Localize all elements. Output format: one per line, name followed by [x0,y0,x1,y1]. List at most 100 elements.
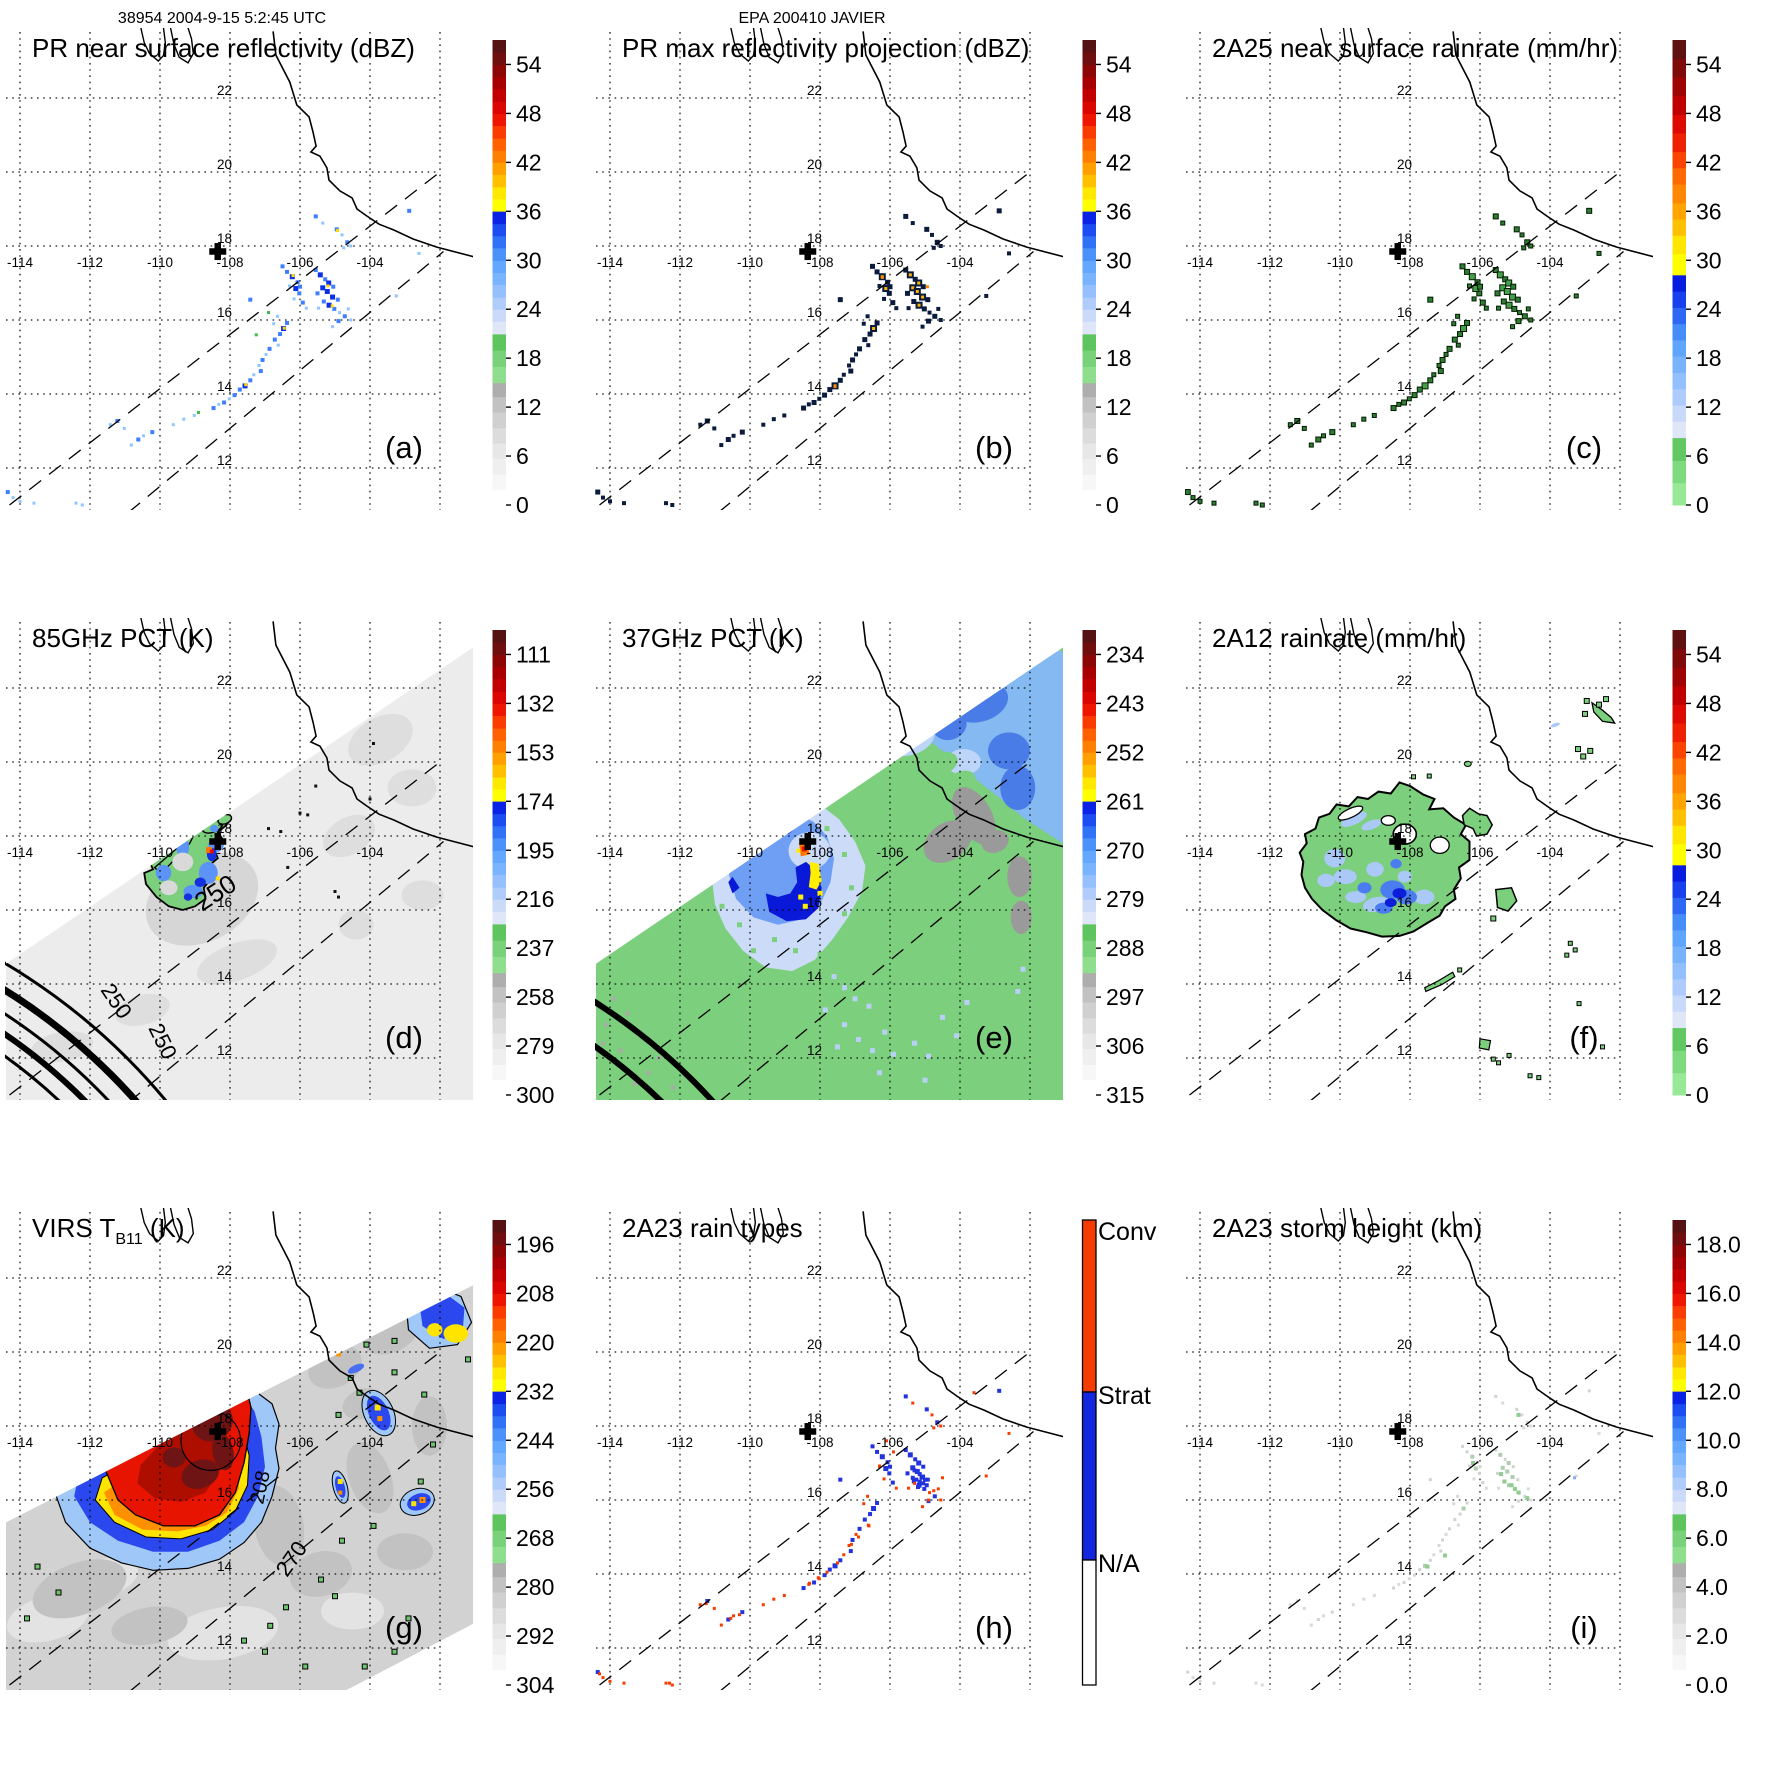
panel-title: 85GHz PCT (K) [32,623,214,653]
baja-coastline [1349,1208,1375,1244]
colorbar-tick-label: 306 [1106,1033,1144,1059]
coastline [862,1211,1063,1438]
lat-label: 14 [807,969,823,984]
colorbar-tick-label: 244 [516,1427,555,1453]
lat-label: 16 [807,305,822,320]
axis-labels: 22 20 18 16 14 12 -114 -112 -110 -108 -106 -104 [1187,83,1564,468]
panel-d: 250 250 250 22 20 18 16 14 12 -114 -112 -110 -108 -10… [0,590,591,1181]
lat-label: 16 [807,1485,822,1500]
colorbar-tick-label: 42 [516,149,542,175]
colorbar-tick-label: 54 [1696,641,1722,667]
lon-label: -110 [147,845,173,860]
colorbar-tick-label: 132 [516,690,554,716]
colorbar-tick-label: 292 [516,1623,554,1649]
lon-label: -108 [806,255,833,270]
baja-coastline [169,1208,195,1244]
lat-label: 20 [217,157,232,172]
lat-label: 20 [807,157,822,172]
swath-edge-line [1310,841,1624,1100]
colorbar-tick-label: 195 [516,837,554,863]
storm-center-marker [799,243,817,261]
panel-letter: (d) [385,1020,423,1055]
colorbar-tick-label: 220 [516,1329,554,1355]
colorbar-tick-label: 6 [1696,1033,1709,1059]
lon-label: -104 [1536,255,1564,270]
baja-coastline [169,618,195,654]
lat-label: 16 [217,895,232,910]
data-layers [1298,696,1616,1081]
baja-coastline [1349,618,1375,654]
lon-label: -112 [667,255,693,270]
colorbar-tick-label: 16.0 [1696,1280,1741,1306]
lat-label: 12 [807,453,822,468]
lat-label: 14 [807,379,823,394]
baja-coastline [169,28,195,64]
colorbar-tick-label: 8.0 [1696,1476,1728,1502]
baja-coastline [1349,28,1375,64]
panel-letter: (f) [1569,1020,1598,1055]
colorbar-tick-label: 174 [516,788,555,814]
lon-label: -104 [356,255,384,270]
coastline [1452,1211,1653,1438]
colorbar-tick-label: 0 [1106,492,1119,518]
lat-label: 22 [1397,1263,1412,1278]
lat-label: 12 [217,1633,232,1648]
baja-coastline [730,28,757,62]
lon-label: -104 [1536,1435,1564,1450]
lon-label: -106 [1466,1435,1493,1450]
swath-edge-line [9,171,441,506]
lat-label: 12 [807,1043,822,1058]
lat-label: 16 [217,305,232,320]
lat-label: 18 [217,1411,232,1426]
axis-labels: 22 20 18 16 14 12 -114 -112 -110 -108 -106 -104 [7,1263,384,1648]
baja-coastline [1320,618,1347,652]
panel-i: 22 20 18 16 14 12 -114 -112 -110 -108 -106 -104 2A23… [1180,1180,1771,1771]
lat-label: 20 [1397,1337,1412,1352]
panel-letter: (h) [975,1610,1013,1645]
colorbar-tick-label: 42 [1696,149,1722,175]
axis-labels: 22 20 18 16 14 12 -114 -112 -110 -108 -106 -104 [597,1263,974,1648]
colorbar-tick-label: 36 [1696,788,1722,814]
data-layers [595,618,1063,1100]
lon-label: -114 [597,1435,624,1450]
storm-center-marker [799,833,817,851]
graticule [6,1212,441,1690]
swath-edge-line [9,761,441,1096]
lon-label: -104 [946,845,974,860]
colorbar-segment-label: Conv [1098,1218,1157,1246]
overlay-layers [9,618,473,1100]
colorbar-tick-label: 18 [516,345,542,371]
swath-edge-line [130,251,444,510]
header-orbit-timestamp: 38954 2004-9-15 5:2:45 UTC [117,10,327,27]
graticule [1186,1212,1621,1690]
lon-label: -106 [876,845,903,860]
lat-label: 12 [807,1633,822,1648]
swath-edge-line [599,1351,1031,1686]
graticule [596,32,1031,510]
colorbar-tick-label: 14.0 [1696,1329,1741,1355]
coastline [272,621,473,848]
lat-label: 20 [1397,747,1412,762]
lon-label: -114 [7,1435,34,1450]
lon-label: -104 [356,1435,384,1450]
lon-label: -108 [1396,845,1423,860]
lat-label: 20 [217,747,232,762]
lat-label: 16 [1397,1485,1412,1500]
coastline [862,621,1063,848]
lon-label: -108 [806,1435,833,1450]
baja-coastline [140,618,167,652]
colorbar-tick-label: 24 [1106,296,1132,322]
panel-title: PR near surface reflectivity (dBZ) [32,33,415,63]
graticule [596,622,1031,1100]
colorbar: 304 292 280 268 256 244 232 220 208 196 [492,1220,555,1698]
axis-labels: 22 20 18 16 14 12 -114 -112 -110 -108 -106 -104 [597,673,974,1058]
lon-label: -114 [597,255,624,270]
colorbar-tick-label: 24 [516,296,542,322]
panel-letter: (g) [385,1610,423,1645]
colorbar: 0 6 12 18 24 30 36 42 48 54 [1672,630,1722,1108]
lon-label: -110 [737,845,763,860]
storm-center-marker [799,1423,817,1441]
colorbar-tick-label: 18 [1696,345,1722,371]
